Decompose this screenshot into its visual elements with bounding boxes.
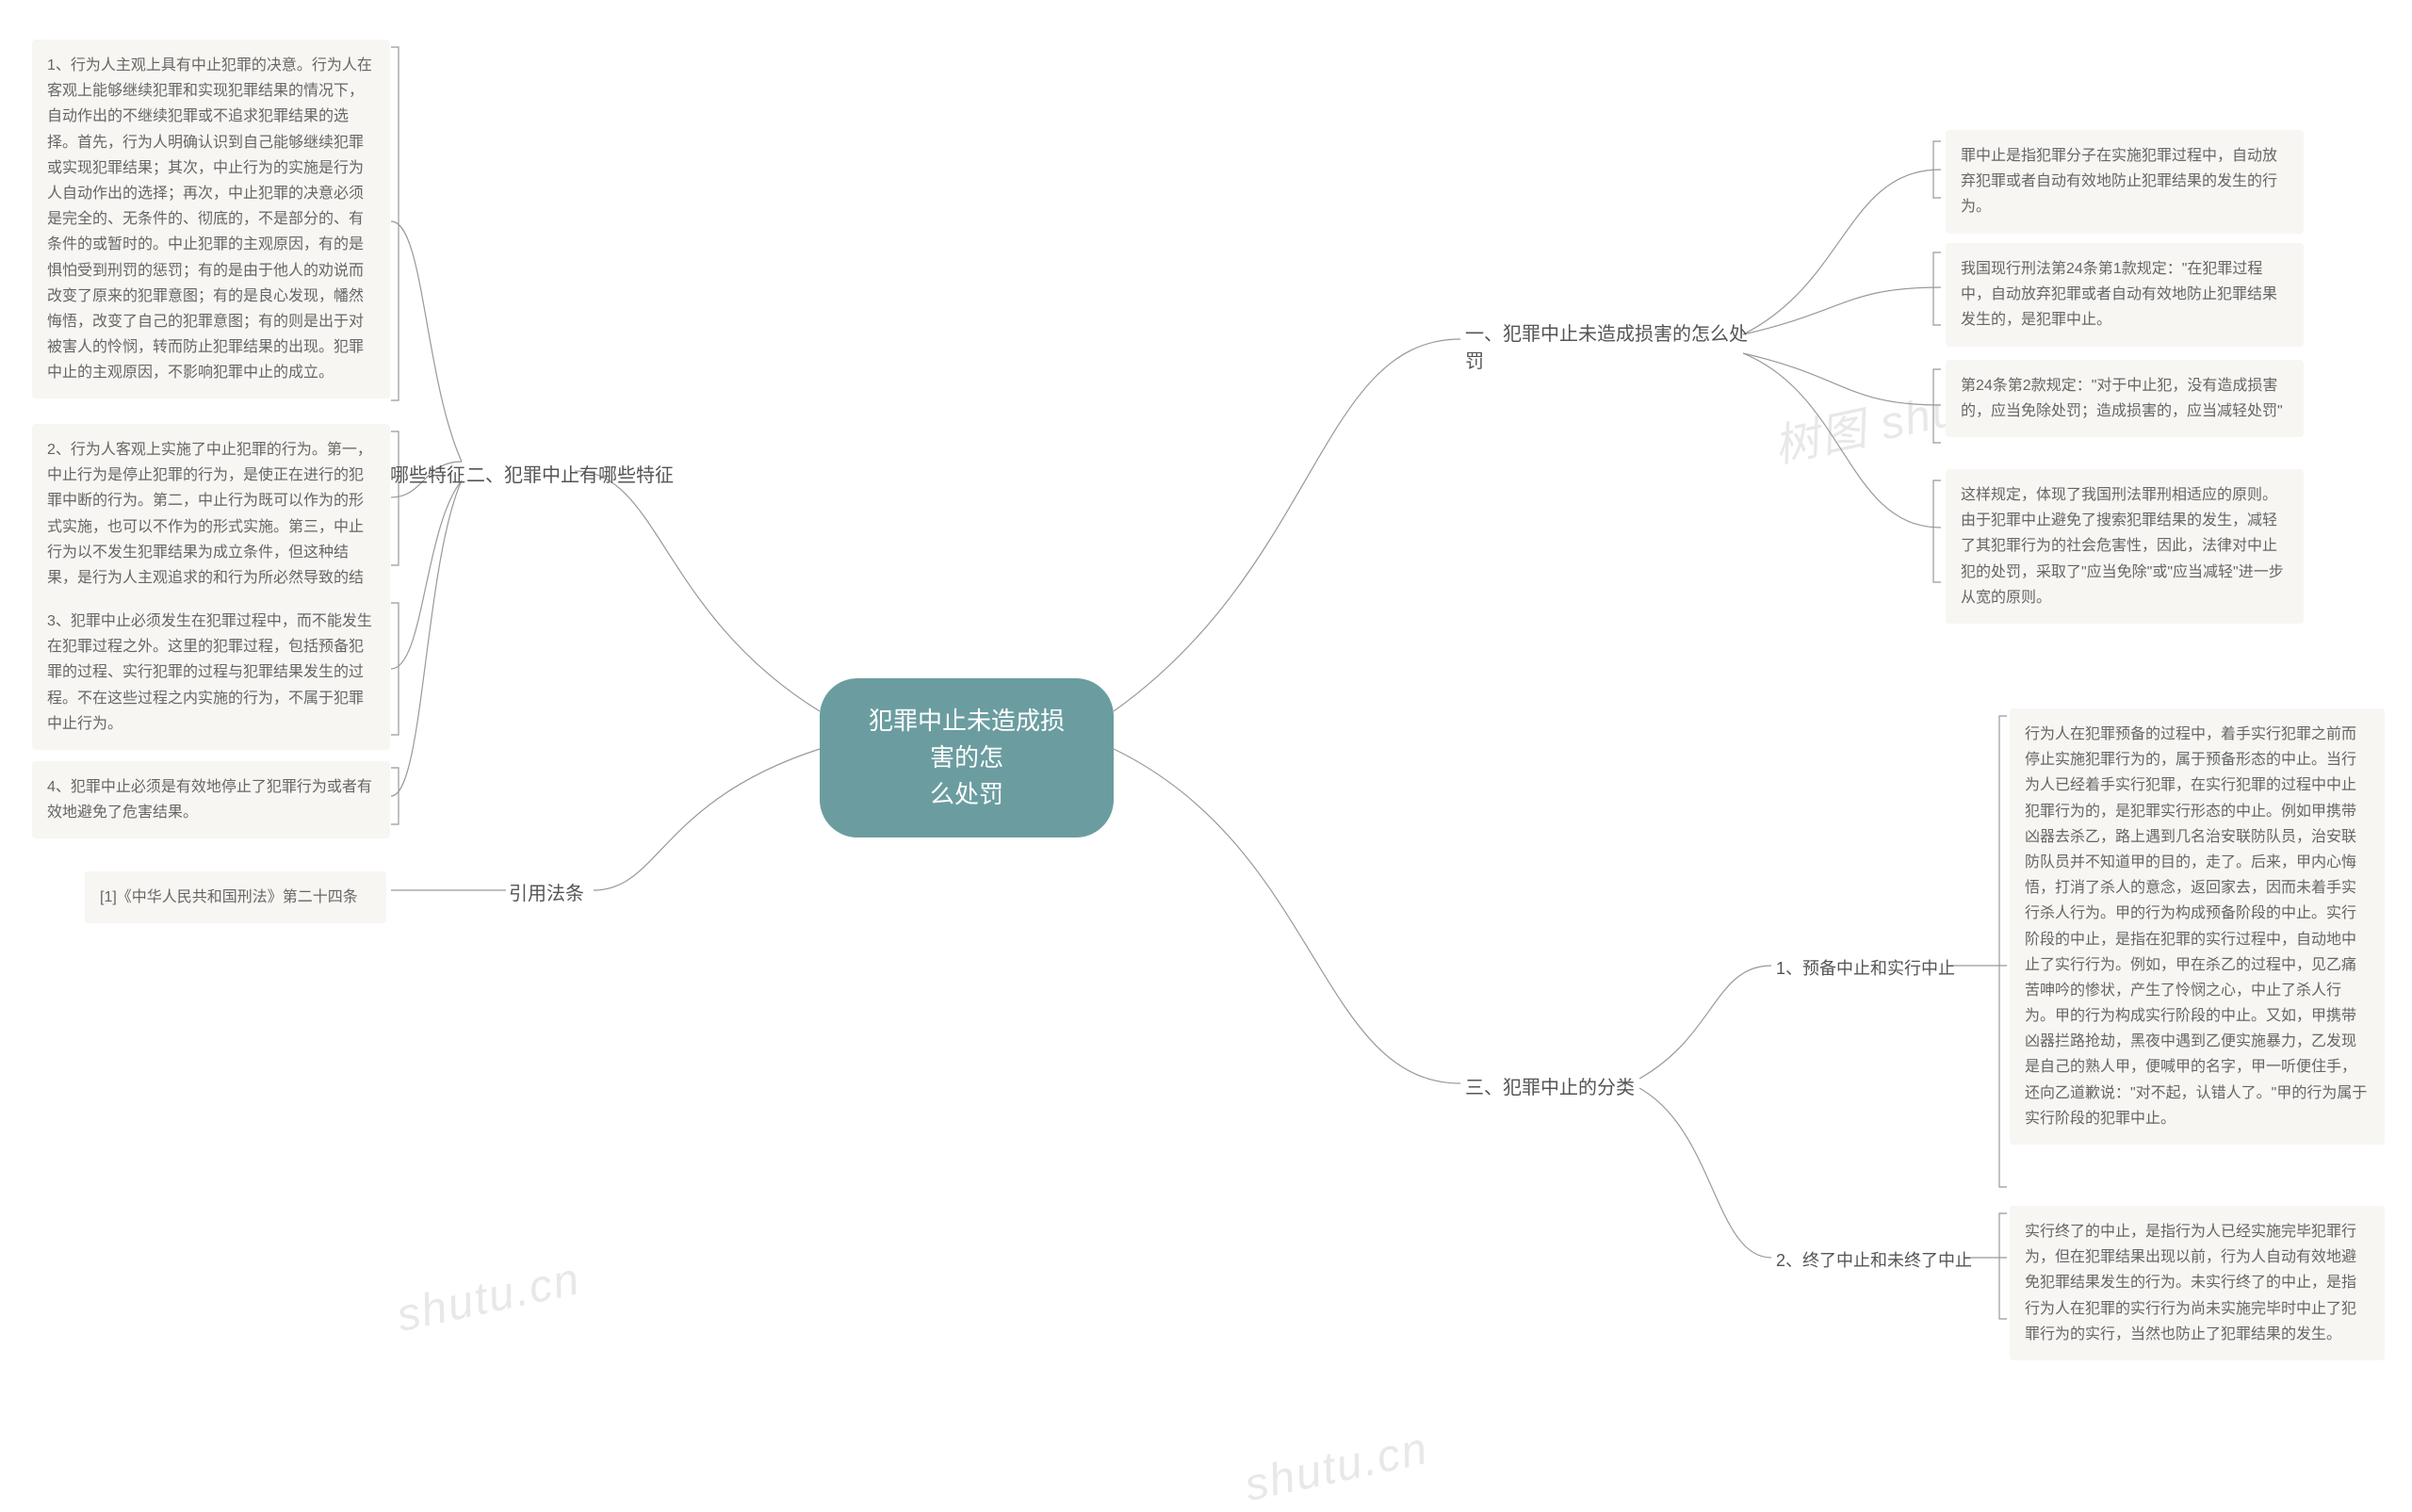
branch-3: 三、犯罪中止的分类 [1465, 1072, 1635, 1099]
leaf-b3-s2: 实行终了的中止，是指行为人已经实施完毕犯罪行为，但在犯罪结果出现以前，行为人自动… [2010, 1206, 2385, 1360]
leaf-b1-3: 第24条第2款规定："对于中止犯，没有造成损害的，应当免除处罚；造成损害的，应当… [1946, 360, 2304, 437]
branch-1-label: 一、犯罪中止未造成损害的怎么处罚 [1465, 318, 1748, 373]
branch-2-text: 二、犯罪中止有哪些特征 [466, 465, 674, 486]
leaf-b4-1: [1]《中华人民共和国刑法》第二十四条 [85, 871, 386, 923]
leaf-b1-4: 这样规定，体现了我国刑法罪刑相适应的原则。由于犯罪中止避免了搜索犯罪结果的发生，… [1946, 469, 2304, 624]
watermark: shutu.cn [1240, 1423, 1433, 1512]
branch-3-text: 三、犯罪中止的分类 [1465, 1078, 1635, 1098]
branch-2: 二、犯罪中止有哪些特征 [466, 460, 674, 487]
leaf-b1-2: 我国现行刑法第24条第1款规定："在犯罪过程中，自动放弃犯罪或者自动有效地防止犯… [1946, 243, 2304, 347]
branch-4: 引用法条 [509, 878, 584, 905]
leaf-b2-3: 3、犯罪中止必须发生在犯罪过程中，而不能发生在犯罪过程之外。这里的犯罪过程，包括… [32, 595, 390, 750]
leaf-b2-4: 4、犯罪中止必须是有效地停止了犯罪行为或者有效地避免了危害结果。 [32, 761, 390, 838]
sub-b3-2: 2、终了中止和未终了中止 [1776, 1247, 1972, 1272]
sub-b3-1: 1、预备中止和实行中止 [1776, 955, 1955, 980]
watermark: shutu.cn [392, 1253, 585, 1342]
leaf-b2-1: 1、行为人主观上具有中止犯罪的决意。行为人在客观上能够继续犯罪和实现犯罪结果的情… [32, 40, 390, 398]
leaf-b1-1: 罪中止是指犯罪分子在实施犯罪过程中，自动放弃犯罪或者自动有效地防止犯罪结果的发生… [1946, 130, 2304, 234]
branch-4-text: 引用法条 [509, 884, 584, 904]
root-node: 犯罪中止未造成损害的怎么处罚 [820, 678, 1114, 837]
root-title: 犯罪中止未造成损害的怎么处罚 [869, 707, 1065, 808]
leaf-b3-s1: 行为人在犯罪预备的过程中，着手实行犯罪之前而停止实施犯罪行为的，属于预备形态的中… [2010, 708, 2385, 1145]
